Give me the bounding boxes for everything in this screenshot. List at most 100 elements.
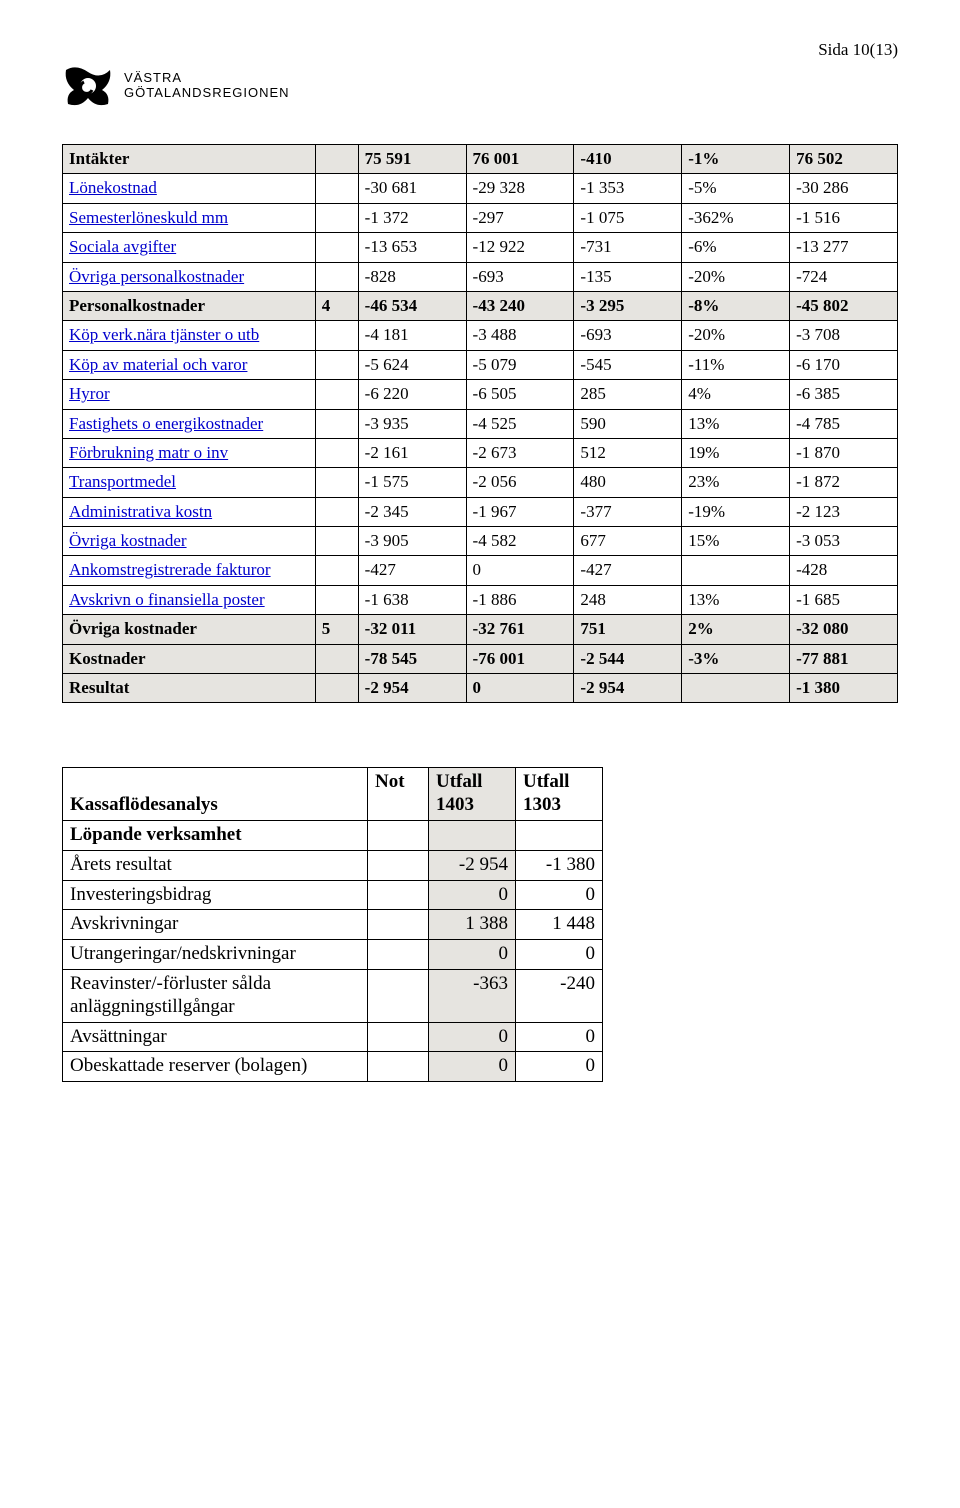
cell: -377 [574,497,682,526]
cell [682,674,790,703]
cf-title: Kassaflödesanalys [63,768,368,821]
cell: -362% [682,203,790,232]
cell: -2 345 [358,497,466,526]
cell: -3 708 [790,321,898,350]
cell: 248 [574,585,682,614]
cell: -29 328 [466,174,574,203]
row-label: Intäkter [63,145,316,174]
table-row: Övriga personalkostnader-828-693-135-20%… [63,262,898,291]
row-label[interactable]: Köp verk.nära tjänster o utb [63,321,316,350]
row-label[interactable]: Hyror [63,380,316,409]
row-label[interactable]: Ankomstregistrerade fakturor [63,556,316,585]
row-label[interactable]: Övriga kostnader [63,527,316,556]
cell: -3 905 [358,527,466,556]
row-note: 4 [315,291,358,320]
table-row: Avskrivn o finansiella poster-1 638-1 88… [63,585,898,614]
cell [516,821,603,851]
row-note [315,380,358,409]
cell: -32 761 [466,615,574,644]
cell: 76 502 [790,145,898,174]
cell: 1 448 [516,910,603,940]
row-label[interactable]: Fastighets o energikostnader [63,409,316,438]
cell: 0 [466,674,574,703]
cell: -2 673 [466,438,574,467]
cell: 0 [516,1022,603,1052]
cell: 15% [682,527,790,556]
row-label[interactable]: Sociala avgifter [63,233,316,262]
table-row: Övriga kostnader5-32 011-32 7617512%-32 … [63,615,898,644]
cell: -30 286 [790,174,898,203]
cell: -2 161 [358,438,466,467]
cell: 13% [682,585,790,614]
row-note [315,497,358,526]
row-note [315,527,358,556]
cell: -724 [790,262,898,291]
row-label[interactable]: Lönekostnad [63,174,316,203]
cell [682,556,790,585]
cell [368,880,429,910]
table-row: Semesterlöneskuld mm-1 372-297-1 075-362… [63,203,898,232]
row-label: Obeskattade reserver (bolagen) [63,1052,368,1082]
cell: 4% [682,380,790,409]
row-label[interactable]: Köp av material och varor [63,350,316,379]
cell: -1 380 [790,674,898,703]
cell [429,821,516,851]
cell: -427 [574,556,682,585]
cell: 2% [682,615,790,644]
cell: -731 [574,233,682,262]
row-label: Avskrivningar [63,910,368,940]
cashflow-table: Kassaflödesanalys Not Utfall 1403 Utfall… [62,767,603,1082]
cell [368,1052,429,1082]
cell: 751 [574,615,682,644]
cell: -6% [682,233,790,262]
cell: -43 240 [466,291,574,320]
cell: -297 [466,203,574,232]
cell: -32 011 [358,615,466,644]
row-note [315,409,358,438]
cell: -13 277 [790,233,898,262]
row-label[interactable]: Administrativa kostn [63,497,316,526]
cell: -1 075 [574,203,682,232]
cell: -32 080 [790,615,898,644]
row-label[interactable]: Semesterlöneskuld mm [63,203,316,232]
cell: -2 123 [790,497,898,526]
cell: -3% [682,644,790,673]
cell: 23% [682,468,790,497]
row-label: Årets resultat [63,850,368,880]
cell [368,850,429,880]
cell: 480 [574,468,682,497]
cf-head-not: Not [368,768,429,821]
row-note [315,556,358,585]
table-row: Ankomstregistrerade fakturor-4270-427-42… [63,556,898,585]
cell: -2 056 [466,468,574,497]
table-row: Personalkostnader4-46 534-43 240-3 295-8… [63,291,898,320]
table-row: Sociala avgifter-13 653-12 922-731-6%-13… [63,233,898,262]
cell: -2 954 [429,850,516,880]
table-row: Förbrukning matr o inv-2 161-2 67351219%… [63,438,898,467]
cell: -2 954 [574,674,682,703]
table-row: Lönekostnad-30 681-29 328-1 353-5%-30 28… [63,174,898,203]
logo: VÄSTRA GÖTALANDSREGIONEN [62,64,898,108]
cell: -1 685 [790,585,898,614]
cell: -4 785 [790,409,898,438]
cell: -1 967 [466,497,574,526]
cell: -363 [429,970,516,1023]
cell: -19% [682,497,790,526]
financial-table: Intäkter75 59176 001-410-1%76 502Lönekos… [62,144,898,703]
row-label[interactable]: Transportmedel [63,468,316,497]
row-label[interactable]: Förbrukning matr o inv [63,438,316,467]
logo-text-line2: GÖTALANDSREGIONEN [124,86,290,101]
row-label[interactable]: Avskrivn o finansiella poster [63,585,316,614]
cell: 0 [466,556,574,585]
table-row: Utrangeringar/nedskrivningar00 [63,940,603,970]
row-note [315,644,358,673]
cell: -1 886 [466,585,574,614]
row-note [315,233,358,262]
cell: -3 488 [466,321,574,350]
cell: 76 001 [466,145,574,174]
table-row: Kostnader-78 545-76 001-2 544-3%-77 881 [63,644,898,673]
cell: 0 [516,1052,603,1082]
cf-section: Löpande verksamhet [63,821,368,851]
row-label[interactable]: Övriga personalkostnader [63,262,316,291]
row-note [315,350,358,379]
